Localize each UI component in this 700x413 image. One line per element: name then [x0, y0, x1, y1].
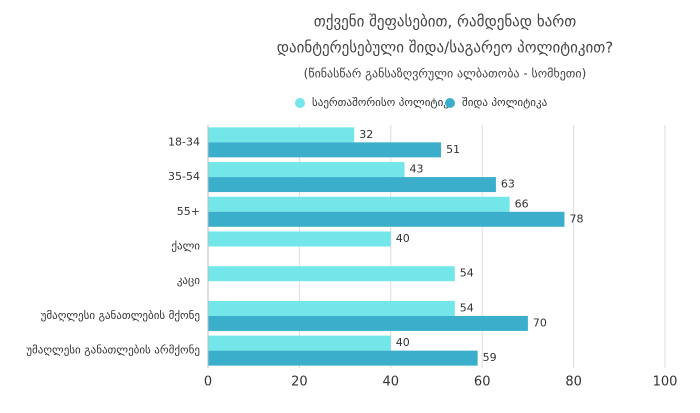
value-label: 54: [460, 301, 474, 314]
bar: [208, 196, 510, 212]
y-tick-label: უმაღლესი განათლების მქონე: [41, 309, 200, 322]
value-label: 51: [446, 143, 460, 156]
value-label: 40: [396, 232, 410, 245]
x-tick-label: 20: [291, 375, 308, 390]
bar: [208, 315, 528, 331]
legend-marker: [295, 98, 305, 108]
x-tick-label: 40: [383, 375, 400, 390]
chart-title: თქვენი შეფასებით, რამდენად ხართ: [314, 13, 576, 31]
x-tick-label: 80: [565, 375, 582, 390]
x-tick-label: 0: [204, 375, 212, 390]
bar: [208, 127, 355, 143]
bar: [208, 266, 455, 282]
legend-label: საერთაშორისო პოლიტიკა: [312, 96, 455, 109]
y-tick-label: 35-54: [168, 170, 200, 183]
value-label: 32: [359, 128, 373, 141]
value-label: 78: [569, 212, 583, 225]
value-label: 63: [501, 178, 515, 191]
y-tick-label: უმაღლესი განათლების არმქონე: [26, 344, 200, 357]
bar: [208, 231, 391, 247]
y-tick-label: 55+: [177, 205, 200, 218]
chart-subtitle: (წინასწარ განსაზღვრული ალბათობა - სომხეთ…: [304, 67, 587, 81]
x-tick-label: 100: [653, 375, 678, 390]
value-label: 66: [515, 197, 529, 210]
value-label: 43: [410, 163, 424, 176]
bar: [208, 211, 565, 227]
y-tick-label: ქალი: [171, 240, 200, 253]
bar: [208, 162, 405, 178]
value-label: 70: [533, 316, 547, 329]
value-label: 59: [483, 351, 497, 364]
y-tick-label: კაცი: [177, 274, 200, 287]
value-label: 54: [460, 267, 474, 280]
legend-label: შიდა პოლიტიკა: [462, 96, 548, 109]
x-tick-label: 60: [474, 375, 491, 390]
legend-marker: [445, 98, 455, 108]
chart-title: დაინტერესებული შიდა/საგარეო პოლიტიკით?: [277, 39, 614, 57]
bar: [208, 142, 442, 158]
bar: [208, 350, 478, 366]
y-tick-label: 18-34: [168, 135, 200, 148]
bar: [208, 177, 496, 193]
value-label: 40: [396, 336, 410, 349]
bar: [208, 300, 455, 316]
bar: [208, 335, 391, 351]
